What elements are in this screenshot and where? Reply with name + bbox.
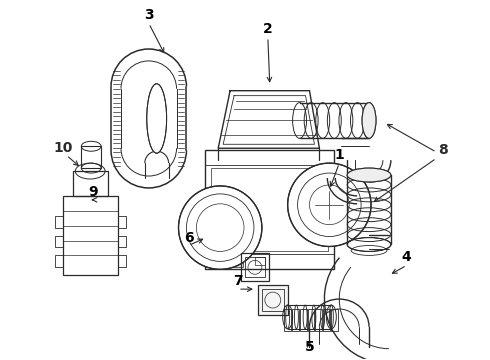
Bar bbox=[316, 309, 322, 331]
Text: 4: 4 bbox=[402, 251, 412, 264]
Bar bbox=[118, 216, 126, 228]
Bar bbox=[211, 168, 328, 251]
Bar bbox=[255, 257, 265, 265]
Bar bbox=[55, 216, 63, 228]
Text: 8: 8 bbox=[439, 143, 448, 157]
Bar bbox=[205, 150, 334, 269]
Ellipse shape bbox=[178, 186, 262, 269]
Bar bbox=[74, 171, 108, 196]
Text: 7: 7 bbox=[233, 274, 243, 288]
Bar bbox=[118, 255, 126, 267]
Bar bbox=[55, 255, 63, 267]
Bar bbox=[241, 253, 269, 281]
Bar bbox=[331, 309, 338, 331]
Bar bbox=[118, 235, 126, 247]
Text: 1: 1 bbox=[334, 148, 344, 162]
Bar bbox=[225, 257, 243, 267]
Bar bbox=[63, 196, 118, 275]
Text: 2: 2 bbox=[263, 22, 273, 36]
Bar bbox=[81, 146, 101, 168]
Text: 3: 3 bbox=[144, 8, 153, 22]
Text: 9: 9 bbox=[88, 185, 98, 199]
Ellipse shape bbox=[288, 163, 371, 247]
Bar bbox=[258, 285, 288, 315]
Bar bbox=[323, 309, 330, 331]
Text: 5: 5 bbox=[305, 340, 315, 354]
Bar bbox=[308, 309, 315, 331]
Ellipse shape bbox=[347, 168, 391, 182]
Bar bbox=[292, 309, 298, 331]
Bar bbox=[262, 289, 284, 311]
Bar bbox=[284, 309, 291, 331]
Bar bbox=[299, 309, 307, 331]
Ellipse shape bbox=[362, 103, 376, 138]
Text: 6: 6 bbox=[184, 230, 193, 244]
Bar bbox=[55, 235, 63, 247]
Ellipse shape bbox=[147, 84, 167, 153]
Text: 10: 10 bbox=[54, 141, 73, 155]
Bar bbox=[245, 257, 265, 277]
